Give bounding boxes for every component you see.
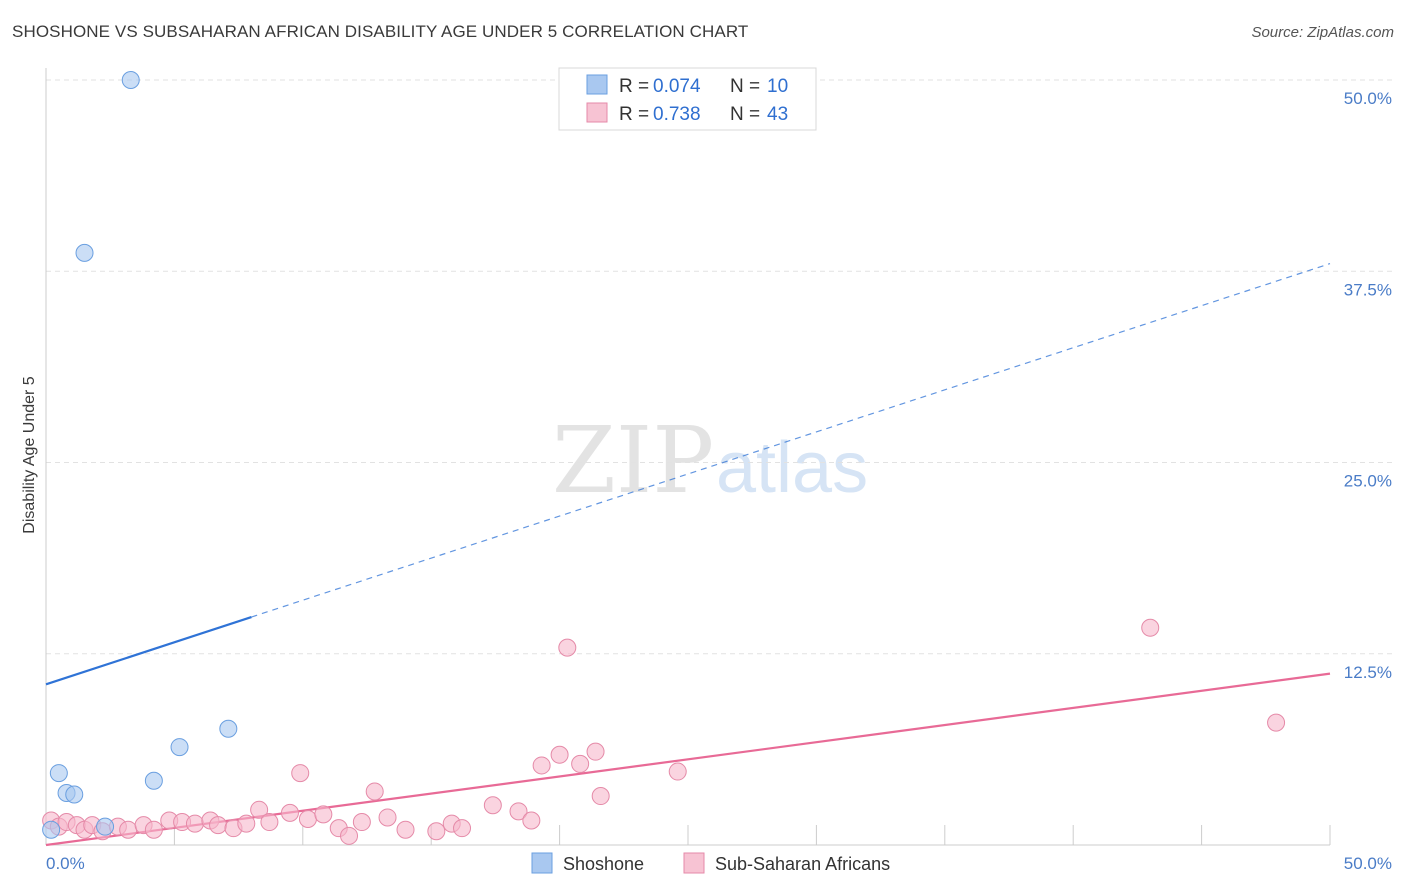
point-subsaharan [291,764,310,783]
point-subsaharan [483,796,502,815]
point-subsaharan [119,820,138,839]
point-subsaharan [144,820,163,839]
legend-n-value-1: 10 [767,76,788,97]
legend-r-label-2: R = [619,104,649,125]
point-subsaharan [532,756,551,775]
legend: R = 0.074 N = 10 R = 0.738 N = 43 [558,67,817,131]
point-subsaharan [237,814,256,833]
data-points [42,71,1286,845]
source-label: Source: ZipAtlas.com [1251,24,1394,41]
point-subsaharan [550,745,569,764]
point-subsaharan [453,819,472,838]
point-shoshone [42,820,61,839]
legend-swatch-subsaharan [586,102,608,123]
axes [45,68,1331,846]
point-subsaharan [280,803,299,822]
grid [46,79,1392,655]
legend-n-label-1: N = [730,76,760,97]
point-subsaharan [314,805,333,824]
point-subsaharan [396,820,415,839]
point-shoshone [121,71,140,89]
legend-r-label-1: R = [619,76,649,97]
trend-line-dashed [251,263,1331,618]
bottom-legend-swatch-subsaharan [683,852,705,874]
point-subsaharan [1141,618,1160,637]
point-subsaharan [209,816,228,835]
trend-lines [45,263,1331,847]
point-subsaharan [260,813,279,832]
bottom-legend: Shoshone Sub-Saharan Africans [531,852,890,874]
point-shoshone [219,719,238,738]
bottom-legend-subsaharan: Sub-Saharan Africans [715,854,890,874]
watermark-atlas: atlas [716,428,868,508]
x-tick-min: 0.0% [46,854,85,873]
y-axis-title: Disability Age Under 5 [21,376,38,534]
point-shoshone [170,738,189,757]
point-subsaharan [668,762,687,781]
trend-line-solid [45,615,252,686]
point-subsaharan [340,826,359,845]
point-shoshone [144,771,163,790]
point-subsaharan [571,754,590,773]
legend-r-value-2: 0.738 [653,104,701,125]
point-subsaharan [365,782,384,801]
bottom-legend-swatch-shoshone [531,852,553,874]
point-subsaharan [185,814,204,833]
y-tick-label: 12.5% [1344,663,1392,682]
point-subsaharan [522,811,541,830]
x-tick-max: 50.0% [1344,854,1392,873]
point-shoshone [65,785,84,804]
point-subsaharan [586,742,605,761]
point-shoshone [49,764,68,783]
point-subsaharan [1267,713,1286,732]
point-shoshone [75,243,94,262]
legend-n-value-2: 43 [767,104,788,125]
bottom-legend-shoshone: Shoshone [563,854,644,874]
watermark-zip: ZIP [552,407,714,514]
point-subsaharan [558,638,577,657]
y-tick-label: 50.0% [1344,89,1392,108]
legend-r-value-1: 0.074 [653,76,701,97]
y-tick-labels: 12.5% 25.0% 37.5% 50.0% [1344,89,1392,682]
point-subsaharan [378,808,397,827]
y-tick-label: 37.5% [1344,280,1392,299]
point-subsaharan [509,802,528,821]
legend-swatch-shoshone [586,74,608,95]
chart-title: SHOSHONE VS SUBSAHARAN AFRICAN DISABILIT… [12,22,749,41]
point-subsaharan [250,800,269,819]
legend-n-label-2: N = [730,104,760,125]
point-subsaharan [298,809,317,828]
point-subsaharan [352,813,371,832]
point-subsaharan [591,787,610,806]
point-shoshone [96,817,115,836]
point-subsaharan [427,822,446,841]
y-tick-label: 25.0% [1344,472,1392,491]
